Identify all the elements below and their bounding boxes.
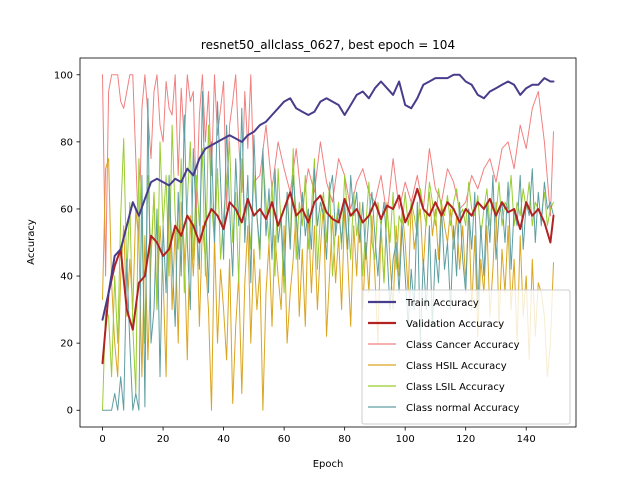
legend: Train Accuracy Validation Accuracy Class C… <box>361 289 571 425</box>
plot-frame <box>79 57 577 428</box>
x-axis: 0 20 40 60 80 100 120 140 <box>99 427 536 445</box>
legend-entry: Class Cancer Accuracy <box>406 340 520 351</box>
y-tick-label: 100 <box>54 70 73 81</box>
legend-box <box>361 289 571 425</box>
legend-entry: Class HSIL Accuracy <box>406 361 507 372</box>
y-axis-label: Accuracy <box>26 219 37 265</box>
y-tick-label: 40 <box>60 272 73 283</box>
y-tick-label: 80 <box>60 137 73 148</box>
legend-entry: Train Accuracy <box>405 298 479 309</box>
legend-entry: Class LSIL Accuracy <box>406 382 505 393</box>
y-axis: 0 20 40 60 80 100 <box>54 70 80 417</box>
y-tick-label: 0 <box>67 406 73 417</box>
series-line-2 <box>101 187 555 365</box>
x-tick-label: 0 <box>99 434 105 445</box>
y-tick-label: 20 <box>60 339 73 350</box>
legend-entry: Validation Accuracy <box>406 319 504 330</box>
series-line-1 <box>101 73 555 321</box>
x-tick-label: 20 <box>157 434 170 445</box>
series-layer <box>101 73 555 411</box>
x-tick-label: 140 <box>517 434 536 445</box>
legend-entry: Class normal Accuracy <box>406 403 519 414</box>
x-tick-label: 60 <box>278 434 291 445</box>
chart-title: resnet50_allclass_0627, best epoch = 104 <box>201 38 455 52</box>
x-tick-label: 40 <box>217 434 230 445</box>
x-tick-label: 80 <box>338 434 351 445</box>
x-axis-label: Epoch <box>313 459 344 470</box>
x-tick-label: 100 <box>396 434 415 445</box>
y-tick-label: 60 <box>60 204 73 215</box>
x-tick-label: 120 <box>456 434 475 445</box>
